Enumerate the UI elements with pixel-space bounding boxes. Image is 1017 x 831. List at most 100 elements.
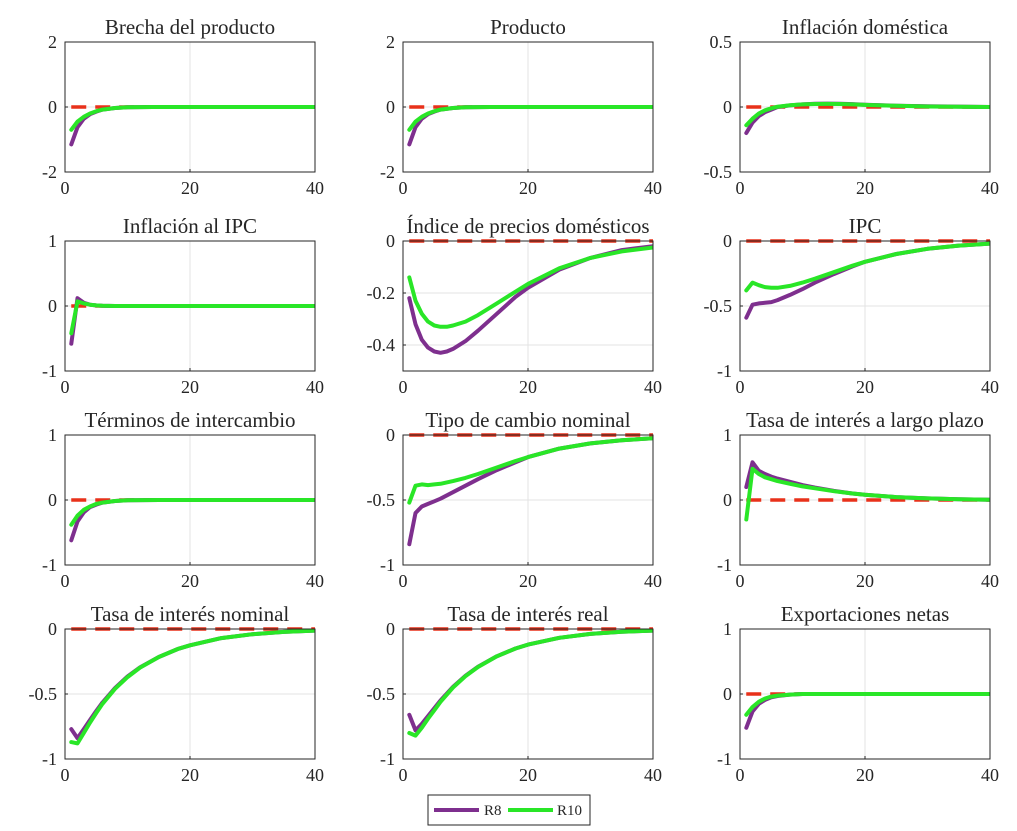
legend: R8 R10 <box>427 794 591 826</box>
series-line-r10 <box>744 466 990 522</box>
series-line-r10 <box>407 105 653 132</box>
x-tick-label: 20 <box>519 178 537 198</box>
panel-title: Inflación doméstica <box>782 15 949 39</box>
series-line-r10 <box>69 299 315 336</box>
x-tick-label: 0 <box>61 178 70 198</box>
y-tick-label: 0 <box>386 619 395 639</box>
x-tick-label: 20 <box>181 765 199 785</box>
x-tick-label: 0 <box>399 178 408 198</box>
y-tick-label: -0.5 <box>29 684 58 704</box>
panel-title: Tasa de interés a largo plazo <box>746 408 984 432</box>
y-tick-label: 1 <box>48 231 57 251</box>
series-line-r10 <box>407 628 653 738</box>
x-tick-label: 0 <box>61 765 70 785</box>
y-tick-label: 0 <box>723 97 732 117</box>
x-tick-label: 20 <box>181 377 199 397</box>
y-tick-label: 1 <box>48 425 57 445</box>
series-line-r10 <box>407 436 653 505</box>
series-line-r10 <box>407 245 653 329</box>
x-tick-label: 40 <box>306 178 324 198</box>
x-tick-label: 40 <box>306 571 324 591</box>
x-tick-label: 40 <box>981 178 999 198</box>
x-tick-label: 0 <box>736 571 745 591</box>
y-tick-label: 0 <box>386 231 395 251</box>
x-tick-label: 40 <box>981 571 999 591</box>
y-tick-label: 0 <box>386 97 395 117</box>
y-tick-label: 2 <box>48 32 57 52</box>
x-tick-label: 20 <box>856 178 874 198</box>
y-tick-label: -1 <box>42 555 57 575</box>
y-tick-label: 0 <box>48 619 57 639</box>
panel-title: Exportaciones netas <box>781 602 950 626</box>
y-tick-label: 0 <box>48 490 57 510</box>
panel-title: Tipo de cambio nominal <box>425 408 630 432</box>
y-tick-label: -1 <box>717 361 732 381</box>
panel-title: Inflación al IPC <box>123 214 257 238</box>
x-tick-label: 20 <box>519 377 537 397</box>
x-tick-label: 20 <box>519 571 537 591</box>
x-tick-label: 0 <box>399 765 408 785</box>
y-tick-label: 0 <box>386 425 395 445</box>
y-tick-label: -1 <box>380 749 395 769</box>
y-tick-label: -0.5 <box>704 162 733 182</box>
x-tick-label: 40 <box>981 377 999 397</box>
x-tick-label: 20 <box>181 571 199 591</box>
x-tick-label: 40 <box>644 571 662 591</box>
panel-tasa-de-interes-nominal: 0 20 40 -1 -0.5 0 Tasa de interés nominal <box>29 602 325 785</box>
panel-title: Producto <box>490 15 566 39</box>
y-tick-label: 0 <box>48 97 57 117</box>
series-line-r10 <box>69 628 315 746</box>
y-tick-label: -0.5 <box>704 296 733 316</box>
series-line-r10 <box>69 498 315 527</box>
y-tick-label: 1 <box>723 425 732 445</box>
x-tick-label: 0 <box>399 571 408 591</box>
x-tick-label: 20 <box>856 571 874 591</box>
panel-title: Tasa de interés nominal <box>91 602 290 626</box>
x-tick-label: 20 <box>519 765 537 785</box>
legend-label-r8: R8 <box>484 803 502 819</box>
panel-title: Tasa de interés real <box>447 602 608 626</box>
y-tick-label: 0 <box>723 231 732 251</box>
y-tick-label: -1 <box>717 555 732 575</box>
x-tick-label: 0 <box>61 377 70 397</box>
panel-title: Índice de precios domésticos <box>406 214 649 238</box>
x-tick-label: 20 <box>856 377 874 397</box>
y-tick-label: 0 <box>723 490 732 510</box>
x-tick-label: 40 <box>644 178 662 198</box>
y-tick-label: -1 <box>42 749 57 769</box>
x-tick-label: 0 <box>736 377 745 397</box>
y-tick-label: 2 <box>386 32 395 52</box>
x-tick-label: 0 <box>399 377 408 397</box>
y-tick-label: 0 <box>48 296 57 316</box>
y-tick-label: 0.5 <box>710 32 733 52</box>
y-tick-label: -1 <box>717 749 732 769</box>
x-tick-label: 40 <box>644 765 662 785</box>
legend-label-r10: R10 <box>557 803 582 819</box>
y-tick-label: -2 <box>42 162 57 182</box>
series-line-r10 <box>744 692 990 717</box>
y-tick-label: -0.4 <box>367 335 396 355</box>
y-tick-label: 0 <box>723 684 732 704</box>
x-tick-label: 20 <box>856 765 874 785</box>
y-tick-label: -0.2 <box>367 283 396 303</box>
x-tick-label: 40 <box>306 377 324 397</box>
series-line-r10 <box>744 101 990 128</box>
series-line-r10 <box>69 105 315 132</box>
y-tick-label: -0.5 <box>367 684 396 704</box>
y-tick-label: -2 <box>380 162 395 182</box>
panel-title: Términos de intercambio <box>84 408 295 432</box>
panel-tipo-de-cambio-nominal: 0 20 40 -1 -0.5 0 Tipo de cambio nominal <box>367 408 663 591</box>
y-tick-label: -0.5 <box>367 490 396 510</box>
panel-title: Brecha del producto <box>105 15 275 39</box>
x-tick-label: 40 <box>306 765 324 785</box>
x-tick-label: 0 <box>736 178 745 198</box>
panel-tasa-de-interes-real: 0 20 40 -1 -0.5 0 Tasa de interés real <box>367 602 663 785</box>
